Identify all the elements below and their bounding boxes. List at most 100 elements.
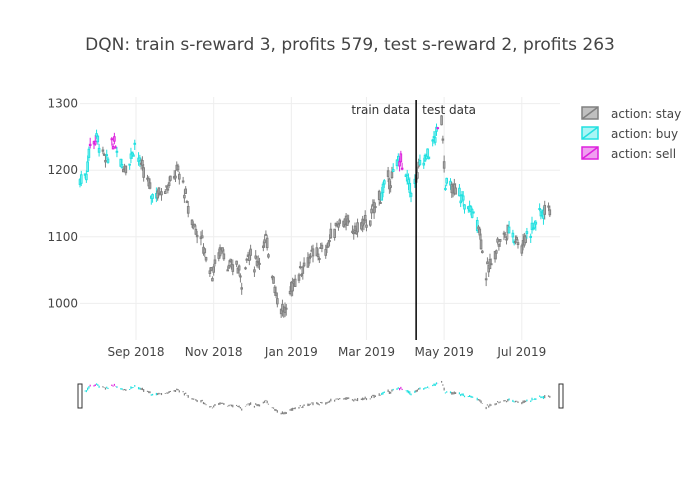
candle-body <box>398 161 401 167</box>
candle-body <box>244 267 247 270</box>
candle-body <box>272 276 275 284</box>
candle-body <box>204 257 208 261</box>
candle-body <box>110 138 114 141</box>
candle-body <box>386 170 390 177</box>
candle-body <box>352 231 356 235</box>
candle-body <box>445 177 448 184</box>
candle-body <box>320 244 324 249</box>
candle-body <box>478 228 482 236</box>
candle-body <box>291 282 294 292</box>
candle-body <box>208 270 212 274</box>
legend-label-sell: action: sell <box>611 147 676 161</box>
candle-body <box>129 153 133 159</box>
candle-body <box>515 237 519 241</box>
candle-body <box>85 173 88 181</box>
candle-body <box>463 204 466 210</box>
legend-item-sell[interactable]: action: sell <box>581 146 676 161</box>
candle-body <box>495 250 498 254</box>
candle-body <box>427 156 431 159</box>
test-data-annotation: test data <box>422 103 476 117</box>
y-tick-label: 1300 <box>47 97 78 111</box>
x-tick-label: Sep 2018 <box>108 345 165 359</box>
candle-body <box>365 224 368 228</box>
candle-body <box>298 266 302 269</box>
candle-body <box>472 211 475 214</box>
candle-body <box>253 269 256 273</box>
candle-body <box>141 159 144 166</box>
legend[interactable]: action: stay action: buy action: sell <box>581 106 681 161</box>
candle-body <box>228 259 232 262</box>
candle-body <box>166 188 170 191</box>
candle-body <box>363 214 367 221</box>
candle-body <box>498 238 502 242</box>
range-slider-handle-right[interactable] <box>558 383 564 409</box>
candle-body <box>484 278 488 281</box>
candle-body <box>503 233 507 238</box>
candle-body <box>265 237 269 249</box>
candle-body <box>195 234 199 238</box>
candle-body <box>408 182 412 193</box>
candle-body <box>302 262 306 267</box>
candle-body <box>520 245 524 254</box>
candle-body <box>395 159 399 167</box>
candle-body <box>114 146 117 149</box>
candle-body <box>496 238 499 243</box>
x-tick-label: Nov 2018 <box>185 345 243 359</box>
legend-swatch-stay-diag <box>581 106 599 120</box>
candle-body <box>138 157 142 161</box>
candle-body <box>267 254 270 258</box>
candle-body <box>422 162 426 166</box>
candle-body <box>111 145 115 150</box>
candle-body <box>221 247 224 252</box>
candle-body <box>222 253 226 260</box>
candle-body <box>86 161 89 172</box>
candle-body <box>256 260 260 263</box>
candle-body <box>407 178 410 184</box>
legend-label-stay: action: stay <box>611 107 681 121</box>
x-axis: Sep 2018 Nov 2018 Jan 2019 Mar 2019 May 2019… <box>108 345 547 359</box>
candle-body <box>486 261 489 265</box>
candle-body <box>209 267 213 271</box>
candle-body <box>160 191 163 196</box>
candle-body <box>379 201 382 204</box>
range-slider[interactable] <box>77 380 564 415</box>
candle-body <box>194 228 198 235</box>
candle-body <box>101 149 105 152</box>
candle-body <box>104 159 107 163</box>
x-tick-label: Mar 2019 <box>338 345 395 359</box>
candle-body <box>231 264 235 272</box>
legend-item-stay[interactable]: action: stay <box>581 106 681 121</box>
candle-body <box>470 209 474 218</box>
candle-body <box>263 239 266 244</box>
candle-body <box>399 153 403 163</box>
candle-body <box>249 248 252 256</box>
candle-body <box>88 143 92 147</box>
candle-body <box>106 158 110 163</box>
candle-body <box>390 171 394 178</box>
candle-body <box>93 140 97 145</box>
range-slider-handle-left[interactable] <box>77 383 83 409</box>
candle-body <box>293 278 297 287</box>
legend-item-buy[interactable]: action: buy <box>581 126 678 141</box>
candle-body <box>79 174 83 184</box>
x-tick-label: May 2019 <box>415 345 474 359</box>
candle-body <box>132 154 135 157</box>
candle-body <box>507 226 511 234</box>
candle-body <box>300 273 303 276</box>
candle-body <box>338 219 342 224</box>
candle-body <box>444 187 447 191</box>
candle-body <box>200 235 204 239</box>
candle-body <box>333 228 336 238</box>
x-tick-label: Jan 2019 <box>264 345 318 359</box>
candle-body <box>391 169 395 172</box>
candle-body <box>258 262 261 265</box>
candle-body <box>316 253 320 258</box>
candle-body <box>326 242 330 248</box>
candle-body <box>237 265 241 271</box>
candle-body <box>442 161 446 169</box>
candle-body <box>400 167 404 170</box>
candle-body <box>203 248 207 254</box>
candle-body <box>497 243 501 247</box>
y-tick-label: 1000 <box>47 296 78 310</box>
candle-body <box>274 292 278 296</box>
